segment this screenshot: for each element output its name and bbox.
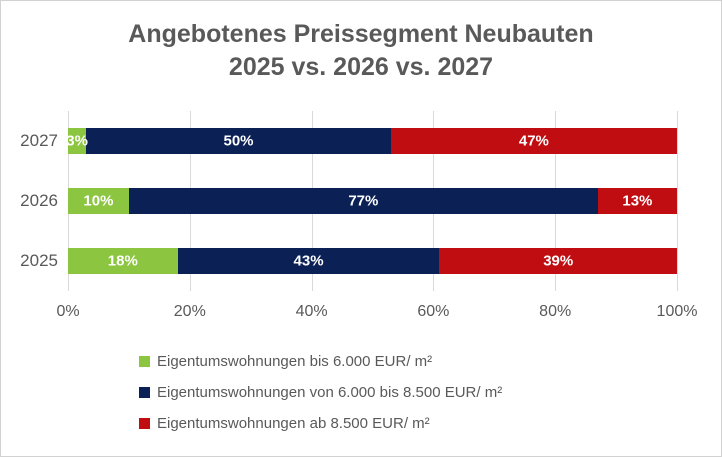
y-label-2027: 2027 — [20, 131, 58, 150]
bar-segment-label: 50% — [223, 132, 254, 150]
legend-label: Eigentumswohnungen bis 6.000 EUR/ m² — [157, 353, 433, 370]
gridline-100 — [677, 111, 678, 291]
bar-segment-2026-green: 10% — [68, 188, 129, 214]
x-tick-60: 60% — [417, 303, 450, 320]
legend-swatch-green — [139, 356, 150, 367]
bar-segment-2027-red: 47% — [390, 128, 677, 154]
x-tick-80: 80% — [539, 303, 572, 320]
y-label-2026: 2026 — [20, 191, 58, 210]
chart-area: 2027 3% 50% 47% 2026 10% 77% 13% 2025 18% 43% 39% 0… — [1, 111, 697, 323]
chart-title: Angebotenes Preissegment Neubauten 2025 … — [1, 18, 721, 84]
x-axis: 0% 20% 40% 60% 80% 100% — [56, 303, 697, 323]
bar-segment-2025-green: 18% — [68, 248, 178, 274]
bar-segment-label: 77% — [348, 192, 379, 210]
legend: Eigentumswohnungen bis 6.000 EUR/ m² Eige… — [139, 353, 721, 432]
legend-swatch-navy — [139, 387, 150, 398]
plot-area: 2027 3% 50% 47% 2026 10% 77% 13% 2025 18% 43% 39% — [20, 111, 678, 291]
legend-item-green: Eigentumswohnungen bis 6.000 EUR/ m² — [139, 353, 721, 370]
bar-segment-label: 39% — [543, 252, 574, 270]
legend-item-navy: Eigentumswohnungen von 6.000 bis 8.500 E… — [139, 384, 721, 401]
x-tick-20: 20% — [173, 303, 206, 320]
bar-segment-2026-navy: 77% — [128, 188, 598, 214]
bar-segment-label: 43% — [293, 252, 324, 270]
bar-segment-2027-green: 3% — [66, 128, 88, 154]
bar-segment-label: 18% — [107, 252, 138, 270]
plot-area-rows: 2027 3% 50% 47% 2026 10% 77% 13% 2025 18% 43% 39% — [20, 111, 677, 291]
legend-label: Eigentumswohnungen ab 8.500 EUR/ m² — [157, 415, 430, 432]
bar-row-2025: 2025 18% 43% 39% — [20, 248, 677, 274]
legend-label: Eigentumswohnungen von 6.000 bis 8.500 E… — [157, 384, 503, 401]
bar-segment-2025-navy: 43% — [177, 248, 440, 274]
chart-title-line2: 2025 vs. 2026 vs. 2027 — [228, 53, 494, 81]
bar-segment-label: 47% — [518, 132, 549, 150]
bar-segment-label: 10% — [83, 192, 114, 210]
chart-title-line1: Angebotenes Preissegment Neubauten — [128, 20, 594, 48]
legend-swatch-red — [139, 418, 150, 429]
x-tick-0: 0% — [56, 303, 80, 320]
bar-segment-2027-navy: 50% — [86, 128, 391, 154]
y-label-2025: 2025 — [20, 251, 58, 270]
bar-segment-label: 13% — [622, 192, 653, 210]
x-tick-40: 40% — [295, 303, 328, 320]
bar-segment-label: 3% — [66, 132, 88, 150]
bar-segment-2026-red: 13% — [597, 188, 677, 214]
bar-row-2027: 2027 3% 50% 47% — [20, 128, 677, 154]
bar-row-2026: 2026 10% 77% 13% — [20, 188, 677, 214]
bar-segment-2025-red: 39% — [439, 248, 677, 274]
legend-item-red: Eigentumswohnungen ab 8.500 EUR/ m² — [139, 415, 721, 432]
x-tick-100: 100% — [656, 303, 698, 320]
